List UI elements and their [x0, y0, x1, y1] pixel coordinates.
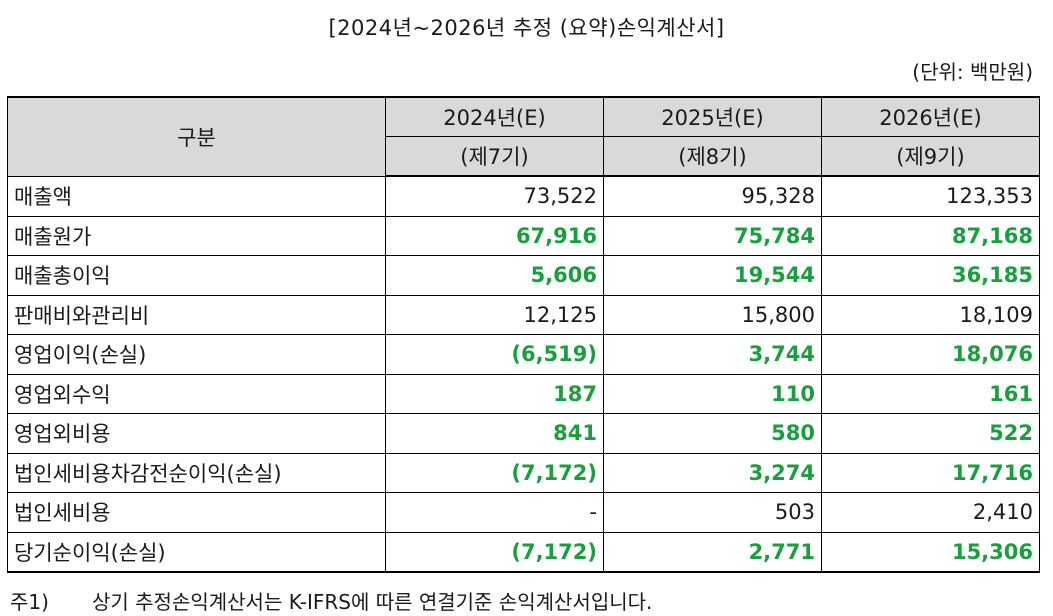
value-cell: 123,353	[821, 175, 1040, 217]
value-cell: 522	[821, 413, 1040, 454]
value-cell: 87,168	[821, 215, 1040, 256]
table-row: 법인세비용차감전순이익(손실) (7,172) 3,274 17,716	[7, 452, 1040, 493]
header-row-periods: (제7기) (제8기) (제9기)	[8, 136, 1040, 177]
value-cell: 15,306	[821, 531, 1040, 573]
row-label: 매출총이익	[7, 255, 386, 296]
header-year: 2024년(E)	[385, 96, 604, 137]
document-title: [2024년~2026년 추정 (요약)손익계산서]	[328, 16, 725, 40]
value-cell: 75,784	[603, 215, 822, 256]
value-cell: 3,274	[603, 452, 822, 493]
table-row: 영업외수익 187 110 161	[7, 373, 1040, 414]
header-period: (제7기)	[385, 136, 604, 177]
row-label: 판매비와관리비	[7, 294, 386, 335]
header-category: 구분	[7, 96, 386, 177]
value-cell: 503	[603, 492, 822, 533]
value-cell: 3,744	[603, 334, 822, 375]
value-cell: 580	[603, 413, 822, 454]
table-row: 매출원가 67,916 75,784 87,168	[7, 215, 1040, 256]
value-cell: 17,716	[821, 452, 1040, 493]
value-cell: 12,125	[385, 294, 604, 335]
value-cell: (7,172)	[385, 452, 604, 493]
value-cell: (7,172)	[385, 531, 604, 573]
table-row: 영업이익(손실) (6,519) 3,744 18,076	[7, 334, 1040, 375]
value-cell: 2,771	[603, 531, 822, 573]
value-cell: -	[385, 492, 604, 533]
value-cell: 15,800	[603, 294, 822, 335]
row-label: 매출액	[7, 175, 386, 217]
row-label: 법인세비용차감전순이익(손실)	[7, 452, 386, 493]
row-label: 영업이익(손실)	[7, 334, 386, 375]
table-row: 법인세비용 -503 2,410	[7, 492, 1040, 533]
value-cell: 841	[385, 413, 604, 454]
footnote: 주1) 상기 추정손익계산서는 K-IFRS에 따른 연결기준 손익계산서입니다.	[10, 586, 652, 615]
value-cell: 2,410	[821, 492, 1040, 533]
header-period: (제8기)	[603, 136, 822, 177]
value-cell: 110	[603, 373, 822, 414]
table-body: 매출액 73,522 95,328 123,353 매출원가 67,916 75,784 87…	[7, 175, 1040, 573]
table-row: 영업외비용 841 580 522	[7, 413, 1040, 454]
table-row: 당기순이익(손실) (7,172) 2,771 15,306	[7, 531, 1040, 573]
row-label: 영업외비용	[7, 413, 386, 454]
header-year: 2025년(E)	[603, 96, 822, 137]
value-cell: 19,544	[603, 255, 822, 296]
income-statement-table: 구분 2024년(E) 2025년(E) 2026년(E) (제7기) (제8기…	[7, 96, 1040, 573]
row-label: 매출원가	[7, 215, 386, 256]
table-row: 판매비와관리비 12,125 15,800 18,109	[7, 294, 1040, 335]
header-row-years: 구분 2024년(E) 2025년(E) 2026년(E)	[7, 96, 1040, 177]
header-period: (제9기)	[821, 136, 1040, 177]
value-cell: 73,522	[385, 175, 604, 217]
row-label: 당기순이익(손실)	[7, 531, 386, 573]
value-cell: 95,328	[603, 175, 822, 217]
value-cell: 67,916	[385, 215, 604, 256]
value-cell: (6,519)	[385, 334, 604, 375]
footnote-marker: 주1)	[10, 590, 49, 614]
value-cell: 5,606	[385, 255, 604, 296]
value-cell: 161	[821, 373, 1040, 414]
footnote-text: 상기 추정손익계산서는 K-IFRS에 따른 연결기준 손익계산서입니다.	[92, 590, 653, 614]
value-cell: 18,076	[821, 334, 1040, 375]
table-row: 매출총이익 5,606 19,544 36,185	[7, 255, 1040, 296]
header-year: 2026년(E)	[821, 96, 1040, 137]
value-cell: 187	[385, 373, 604, 414]
unit-note: (단위: 백만원)	[912, 60, 1033, 84]
value-cell: 18,109	[821, 294, 1040, 335]
table-row: 매출액 73,522 95,328 123,353	[7, 175, 1040, 217]
row-label: 영업외수익	[7, 373, 386, 414]
row-label: 법인세비용	[7, 492, 386, 533]
value-cell: 36,185	[821, 255, 1040, 296]
